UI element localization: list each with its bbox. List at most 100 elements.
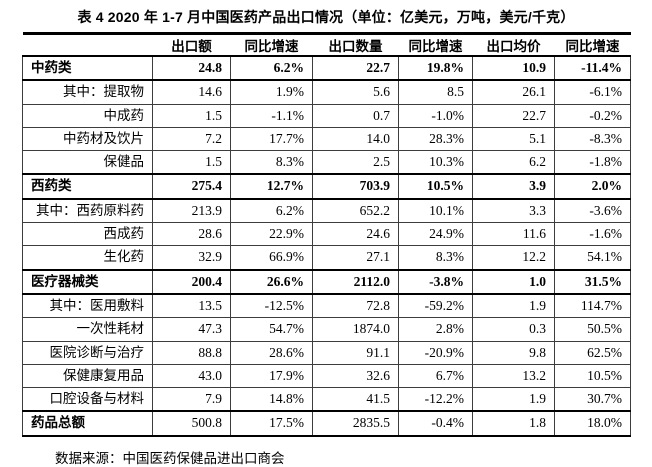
cell-value: 6.2% (230, 54, 313, 82)
cell-value: 500.8 (152, 410, 231, 437)
cell-value: 31.5% (554, 268, 631, 295)
cell-value: 1.9 (472, 387, 555, 412)
cell-value: -1.1% (230, 103, 313, 128)
cell-value: 27.1 (312, 245, 399, 271)
cell-value: 2.8% (398, 317, 473, 342)
cell-value: 24.6 (312, 222, 399, 247)
cell-value: 8.3% (230, 150, 313, 175)
cell-value: -11.4% (554, 54, 631, 82)
cell-value: 0.7 (312, 103, 399, 128)
table-row: 其中：西药原料药 213.9 6.2% 652.2 10.1% 3.3 -3.6% (22, 198, 631, 224)
cell-value: 54.7% (230, 317, 313, 342)
cell-value: 17.5% (230, 410, 313, 437)
cell-value: 47.3 (152, 317, 231, 342)
cell-value: 66.9% (230, 245, 313, 271)
cell-value: 11.6 (472, 222, 555, 247)
cell-value: 22.7 (312, 54, 399, 82)
column-header-yoy-growth-2: 同比增速 (398, 32, 473, 57)
row-label: 中药类 (22, 54, 153, 82)
cell-value: 5.1 (472, 126, 555, 152)
table-row: 其中：提取物 14.6 1.9% 5.6 8.5 26.1 -6.1% (22, 79, 631, 105)
row-label: 医疗器械类 (22, 268, 153, 295)
table-row: 中药材及饮片 7.2 17.7% 14.0 28.3% 5.1 -8.3% (22, 126, 631, 152)
cell-value: 24.8 (152, 54, 231, 82)
row-label: 生化药 (22, 245, 153, 271)
cell-value: 24.9% (398, 222, 473, 247)
cell-value: 1.9% (230, 79, 313, 105)
cell-value: 32.6 (312, 363, 399, 389)
column-header-avg-price: 出口均价 (472, 32, 555, 57)
cell-value: -3.6% (554, 198, 631, 224)
cell-value: 12.7% (230, 173, 313, 200)
cell-value: 3.3 (472, 198, 555, 224)
data-source: 数据来源：中国医药保健品进出口商会 (55, 450, 285, 466)
cell-value: 1874.0 (312, 317, 399, 342)
cell-value: 28.6 (152, 222, 231, 247)
cell-value: 9.8 (472, 340, 555, 365)
table-row: 药品总额 500.8 17.5% 2835.5 -0.4% 1.8 18.0% (22, 410, 631, 437)
cell-value: 17.9% (230, 363, 313, 389)
cell-value: -0.4% (398, 410, 473, 437)
cell-value: 1.0 (472, 268, 555, 295)
cell-value: 2.0% (554, 173, 631, 200)
row-label: 保健品 (22, 150, 153, 175)
cell-value: 50.5% (554, 317, 631, 342)
cell-value: -0.2% (554, 103, 631, 128)
column-header-export-qty: 出口数量 (312, 32, 399, 57)
row-label: 中成药 (22, 103, 153, 128)
cell-value: 72.8 (312, 293, 399, 319)
table-row: 一次性耗材 47.3 54.7% 1874.0 2.8% 0.3 50.5% (22, 317, 631, 342)
cell-value: 6.2% (230, 198, 313, 224)
cell-value: 0.3 (472, 317, 555, 342)
table-row: 保健品 1.5 8.3% 2.5 10.3% 6.2 -1.8% (22, 150, 631, 175)
cell-value: 91.1 (312, 340, 399, 365)
column-header-blank (22, 32, 153, 57)
cell-value: 41.5 (312, 387, 399, 412)
table-row: 中药类 24.8 6.2% 22.7 19.8% 10.9 -11.4% (22, 54, 631, 82)
cell-value: 14.6 (152, 79, 231, 105)
cell-value: 28.3% (398, 126, 473, 152)
table-row: 其中：医用敷料 13.5 -12.5% 72.8 -59.2% 1.9 114.7% (22, 293, 631, 319)
table-row: 保健康复用品 43.0 17.9% 32.6 6.7% 13.2 10.5% (22, 363, 631, 389)
table-row: 生化药 32.9 66.9% 27.1 8.3% 12.2 54.1% (22, 245, 631, 271)
cell-value: 18.0% (554, 410, 631, 437)
table-row: 医疗器械类 200.4 26.6% 2112.0 -3.8% 1.0 31.5% (22, 268, 631, 295)
table-row: 医院诊断与治疗 88.8 28.6% 91.1 -20.9% 9.8 62.5% (22, 340, 631, 365)
cell-value: 213.9 (152, 198, 231, 224)
export-table: 出口额 同比增速 出口数量 同比增速 出口均价 同比增速 中药类 24.8 6.2%… (22, 32, 631, 437)
row-label: 西成药 (22, 222, 153, 247)
cell-value: -8.3% (554, 126, 631, 152)
cell-value: 1.5 (152, 103, 231, 128)
row-label: 其中：提取物 (22, 79, 153, 105)
row-label: 保健康复用品 (22, 363, 153, 389)
header-row: 出口额 同比增速 出口数量 同比增速 出口均价 同比增速 (22, 32, 631, 57)
cell-value: -1.8% (554, 150, 631, 175)
table-title: 表 4 2020 年 1-7 月中国医药产品出口情况（单位：亿美元，万吨，美元/… (77, 9, 575, 25)
cell-value: 2835.5 (312, 410, 399, 437)
cell-value: -59.2% (398, 293, 473, 319)
cell-value: 13.5 (152, 293, 231, 319)
cell-value: 10.3% (398, 150, 473, 175)
cell-value: 32.9 (152, 245, 231, 271)
row-label: 其中：医用敷料 (22, 293, 153, 319)
table-row: 中成药 1.5 -1.1% 0.7 -1.0% 22.7 -0.2% (22, 103, 631, 128)
cell-value: -6.1% (554, 79, 631, 105)
column-header-export-value: 出口额 (152, 32, 231, 57)
cell-value: 2.5 (312, 150, 399, 175)
cell-value: 26.6% (230, 268, 313, 295)
cell-value: 10.1% (398, 198, 473, 224)
cell-value: 10.5% (398, 173, 473, 200)
cell-value: 5.6 (312, 79, 399, 105)
cell-value: 22.9% (230, 222, 313, 247)
cell-value: 22.7 (472, 103, 555, 128)
cell-value: 13.2 (472, 363, 555, 389)
table-row: 西成药 28.6 22.9% 24.6 24.9% 11.6 -1.6% (22, 222, 631, 247)
table-row: 口腔设备与材料 7.9 14.8% 41.5 -12.2% 1.9 30.7% (22, 387, 631, 412)
cell-value: -1.0% (398, 103, 473, 128)
cell-value: -3.8% (398, 268, 473, 295)
cell-value: 17.7% (230, 126, 313, 152)
cell-value: 26.1 (472, 79, 555, 105)
cell-value: 652.2 (312, 198, 399, 224)
cell-value: 6.2 (472, 150, 555, 175)
